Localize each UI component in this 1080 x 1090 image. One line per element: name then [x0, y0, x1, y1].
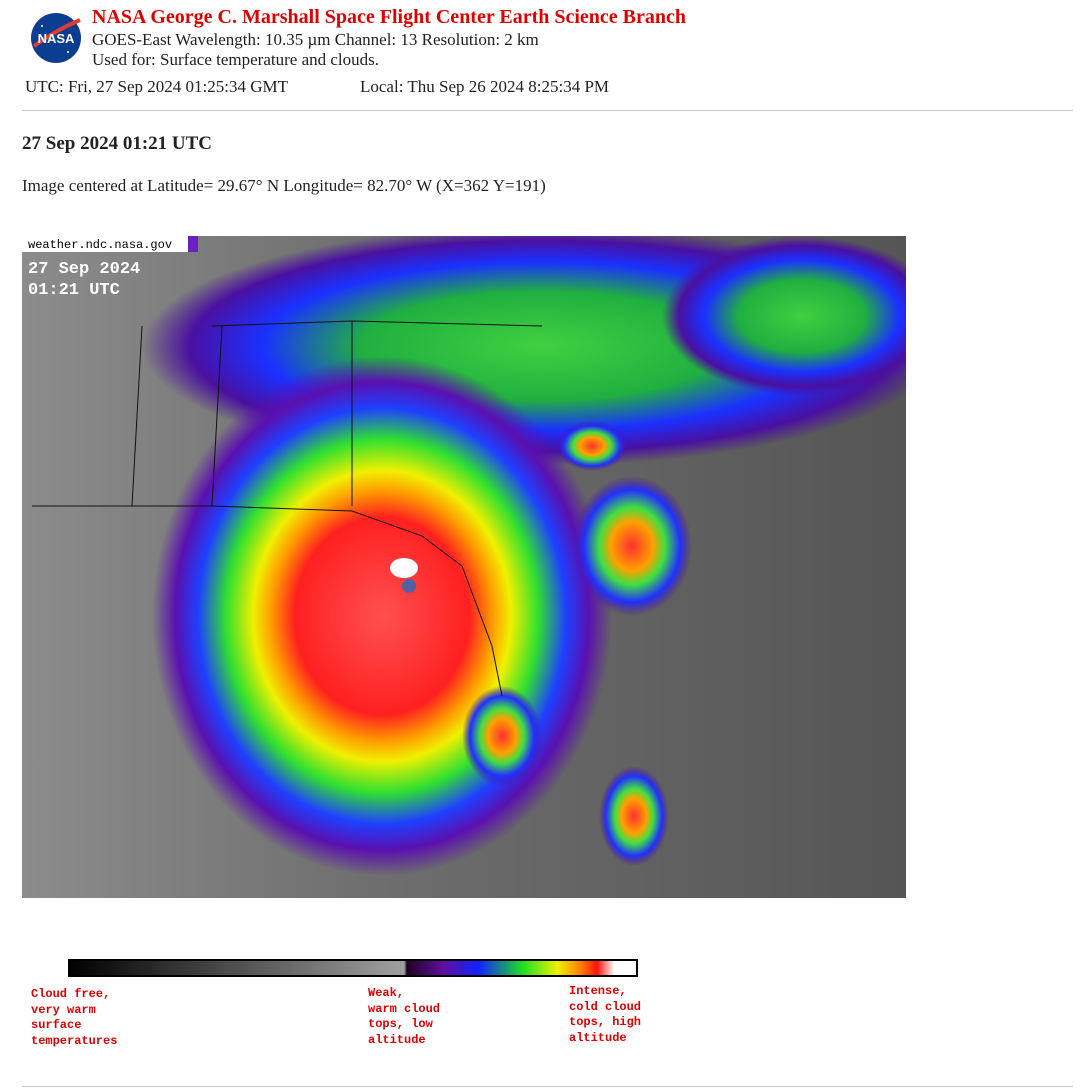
- legend-line: very warm: [31, 1002, 96, 1017]
- legend-label: Weak, warm cloud tops, low altitude: [368, 986, 440, 1048]
- legend-line: surface: [31, 1018, 82, 1032]
- logo-text: NASA: [38, 31, 75, 46]
- legend-line: warm cloud: [368, 1001, 441, 1016]
- nasa-logo: NASA: [31, 13, 81, 63]
- subtitle: GOES-East Wavelength: 10.35 µm Channel: …: [92, 30, 539, 49]
- legend-line: temperatures: [31, 1033, 118, 1048]
- legend-line: cold cloud: [569, 999, 642, 1014]
- image-source: weather.ndc.nasa.gov: [28, 238, 172, 252]
- page-title: NASA George C. Marshall Space Flight Cen…: [92, 6, 687, 28]
- image-heading: 27 Sep 2024 01:21 UTC: [22, 133, 213, 154]
- satellite-image: weather.ndc.nasa.gov 27 Sep 2024 01:21 U…: [22, 236, 906, 898]
- usage: Used for: Surface temperature and clouds…: [92, 50, 379, 69]
- legend-label: Cloud free, very warm surface temperatures: [31, 987, 117, 1049]
- divider: [22, 1086, 1073, 1087]
- legend-line: altitude: [569, 1030, 627, 1045]
- legend-line: Cloud free,: [31, 987, 111, 1001]
- legend-line: tops, low: [368, 1017, 433, 1031]
- image-time: 01:21 UTC: [28, 281, 120, 300]
- legend-label: Intense, cold cloud tops, high altitude: [569, 984, 641, 1046]
- color-scale: [68, 959, 638, 977]
- legend-line: altitude: [368, 1032, 426, 1047]
- legend-line: Intense,: [569, 984, 627, 998]
- divider: [22, 110, 1073, 111]
- center-info: Image centered at Latitude= 29.67° N Lon…: [22, 176, 546, 195]
- local-time: Local: Thu Sep 26 2024 8:25:34 PM: [360, 77, 610, 96]
- legend-line: Weak,: [368, 986, 405, 1000]
- image-date: 27 Sep 2024: [28, 260, 140, 279]
- utc-time: UTC: Fri, 27 Sep 2024 01:25:34 GMT: [25, 77, 289, 96]
- legend-line: tops, high: [569, 1015, 642, 1029]
